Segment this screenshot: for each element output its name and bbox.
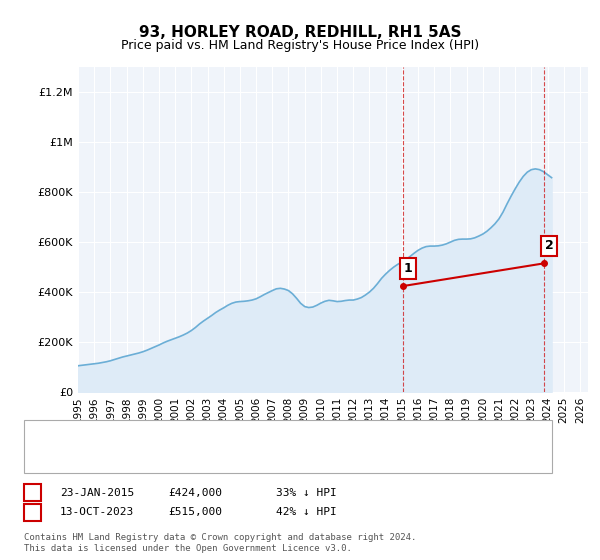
Text: 2: 2	[545, 239, 553, 253]
Text: 1: 1	[28, 486, 37, 500]
Text: £515,000: £515,000	[168, 507, 222, 517]
Text: 93, HORLEY ROAD, REDHILL, RH1 5AS (detached house): 93, HORLEY ROAD, REDHILL, RH1 5AS (detac…	[63, 436, 376, 446]
Text: 93, HORLEY ROAD, REDHILL, RH1 5AS: 93, HORLEY ROAD, REDHILL, RH1 5AS	[139, 25, 461, 40]
Text: Contains HM Land Registry data © Crown copyright and database right 2024.
This d: Contains HM Land Registry data © Crown c…	[24, 533, 416, 553]
Text: 42% ↓ HPI: 42% ↓ HPI	[276, 507, 337, 517]
Text: £424,000: £424,000	[168, 488, 222, 498]
Text: 1: 1	[403, 262, 412, 275]
Text: 2: 2	[28, 506, 37, 519]
Text: 33% ↓ HPI: 33% ↓ HPI	[276, 488, 337, 498]
Text: —: —	[39, 449, 56, 467]
Text: 13-OCT-2023: 13-OCT-2023	[60, 507, 134, 517]
Text: HPI: Average price, detached house, Reigate and Banstead: HPI: Average price, detached house, Reig…	[63, 454, 413, 464]
Text: Price paid vs. HM Land Registry's House Price Index (HPI): Price paid vs. HM Land Registry's House …	[121, 39, 479, 52]
Text: 23-JAN-2015: 23-JAN-2015	[60, 488, 134, 498]
Text: —: —	[39, 431, 56, 449]
